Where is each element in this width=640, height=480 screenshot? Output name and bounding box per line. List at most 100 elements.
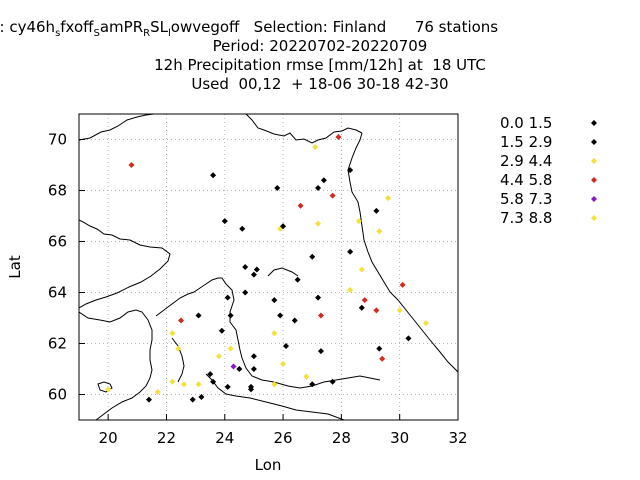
station-point	[315, 294, 322, 301]
station-point	[317, 348, 324, 355]
station-point	[210, 172, 217, 179]
station-point	[271, 381, 278, 388]
station-point	[227, 312, 234, 319]
station-point	[250, 366, 257, 372]
station-point	[230, 363, 237, 370]
y-tick-label: 60	[48, 386, 67, 404]
station-point	[376, 345, 383, 352]
station-point	[309, 381, 316, 388]
station-point	[277, 312, 284, 319]
station-point	[169, 378, 176, 385]
legend-label: 5.8 7.3	[500, 190, 552, 208]
legend-label: 4.4 5.8	[500, 171, 552, 189]
station-point	[358, 304, 365, 311]
station-point	[396, 307, 403, 314]
station-point	[242, 264, 249, 270]
x-tick-label: 22	[157, 429, 176, 447]
station-point	[195, 381, 202, 388]
station-point	[169, 330, 176, 337]
station-point	[297, 202, 304, 209]
legend-marker	[591, 215, 597, 221]
coastline-map	[79, 114, 458, 420]
x-tick-label: 28	[332, 429, 351, 447]
station-point	[236, 366, 243, 372]
x-tick-label: 30	[390, 429, 409, 447]
station-point	[154, 388, 161, 395]
station-point	[253, 266, 260, 273]
station-point	[291, 317, 298, 324]
y-tick-label: 64	[48, 284, 67, 302]
x-tick-label: 20	[99, 429, 118, 447]
chart-title-line-1: p: cy46hsfxoffSamPRRSLlowvegoff Selectio…	[0, 18, 499, 39]
station-point	[329, 378, 336, 385]
station-point	[399, 281, 406, 288]
y-axis-label: Lat	[6, 255, 24, 279]
station-point	[280, 223, 287, 230]
grid-lines	[79, 114, 459, 420]
station-point	[274, 184, 281, 191]
chart-title-line-2: Period: 20220702-20220709	[212, 37, 428, 55]
legend-marker	[591, 120, 597, 126]
station-point	[282, 343, 289, 350]
station-point	[242, 289, 249, 296]
axis-ticks: 20 22 24 26 28 30 32 60 62 64 66 68 70	[48, 131, 468, 448]
station-point	[312, 144, 319, 151]
legend-label: 1.5 2.9	[500, 133, 552, 151]
y-tick-label: 68	[48, 182, 67, 200]
station-point	[320, 177, 327, 184]
legend-label: 0.0 1.5	[500, 114, 552, 132]
chart-title-line-3: 12h Precipitation rmse [mm/12h] at 18 UT…	[154, 56, 486, 74]
station-point	[361, 297, 368, 304]
station-point	[379, 355, 386, 362]
station-point	[128, 162, 135, 168]
legend-label: 7.3 8.8	[500, 209, 552, 227]
station-point	[250, 353, 257, 360]
station-point	[315, 184, 322, 191]
station-point	[178, 317, 185, 324]
station-point	[294, 276, 301, 283]
y-tick-label: 70	[48, 131, 67, 149]
station-point	[207, 371, 214, 378]
station-point	[271, 330, 278, 337]
y-tick-label: 66	[48, 233, 67, 251]
chart-title-line-4: Used 00,12 + 18-06 30-18 42-30	[191, 75, 449, 93]
station-point	[271, 297, 278, 304]
station-point	[373, 207, 380, 214]
station-point	[248, 386, 255, 393]
station-point	[347, 248, 354, 255]
station-point	[303, 373, 310, 380]
station-point	[210, 378, 217, 385]
station-point	[215, 353, 222, 360]
station-point	[145, 396, 152, 403]
station-point	[376, 228, 383, 235]
station-point	[405, 335, 412, 342]
legend-marker	[591, 158, 597, 164]
station-point	[373, 307, 380, 314]
station-point	[355, 218, 362, 225]
y-tick-label: 62	[48, 335, 67, 353]
station-point	[224, 294, 231, 301]
station-point	[280, 360, 287, 367]
legend-marker	[591, 196, 597, 202]
station-point	[317, 312, 324, 319]
station-point	[422, 320, 429, 327]
station-point	[105, 386, 112, 393]
station-point	[227, 345, 234, 352]
legend: 0.0 1.51.5 2.92.9 4.44.4 5.85.8 7.37.3 8…	[500, 114, 597, 227]
legend-marker	[591, 139, 597, 145]
station-point	[385, 195, 392, 202]
station-points	[105, 133, 429, 403]
x-tick-label: 32	[448, 429, 467, 447]
legend-label: 2.9 4.4	[500, 152, 552, 170]
station-point	[221, 218, 228, 225]
station-point	[309, 253, 316, 260]
plot-frame	[78, 113, 459, 421]
station-point	[180, 381, 187, 388]
station-point	[347, 167, 354, 174]
station-point	[198, 394, 205, 401]
station-point	[250, 271, 257, 278]
station-point	[329, 192, 336, 199]
station-point	[175, 345, 182, 352]
x-tick-label: 26	[274, 429, 293, 447]
